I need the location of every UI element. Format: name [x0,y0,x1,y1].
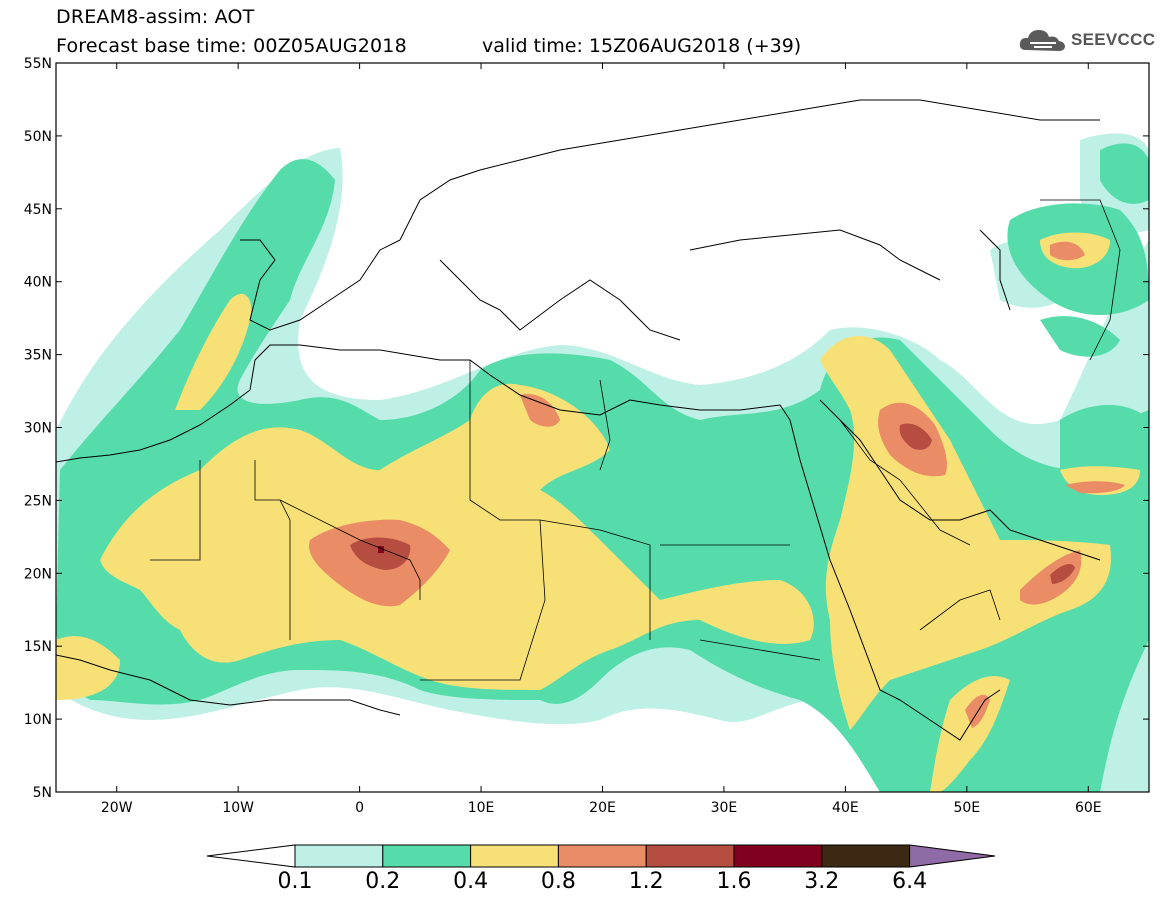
colorbar-swatch [821,844,911,868]
colorbar-swatch [470,844,559,868]
colorbar-swatch [645,844,735,868]
lon-label: 60E [1075,800,1102,816]
colorbar-label: 0.8 [540,869,576,894]
colorbar-swatch [382,844,472,868]
lat-label: 40N [24,275,52,291]
colorbar-swatch [733,844,823,868]
map-title: DREAM8-assim: AOT [56,6,255,28]
lat-label: 15N [24,639,52,655]
valid-time: valid time: 15Z06AUG2018 (+39) [482,35,802,57]
lon-label: 10W [222,800,254,816]
colorbar-label: 0.1 [277,869,313,894]
colorbar [206,844,996,868]
aot-fields [56,133,1149,792]
colorbar-swatch [557,844,647,868]
lat-label: 10N [24,712,52,728]
lat-axis: 55N 50N 45N 40N 35N 30N 25N 20N 15N 10N 5N [24,56,1149,801]
seevccc-logo: SEEVCCC [1018,26,1155,54]
colorbar-arrow-low [206,844,296,868]
colorbar-label: 3.2 [804,869,840,894]
colorbar-arrow-high [909,844,996,868]
cloud-icon [1019,30,1065,51]
lon-label: 10E [468,800,495,816]
lat-label: 30N [24,421,52,437]
lon-label: 20W [101,800,133,816]
lon-label: 40E [832,800,859,816]
colorbar-label: 0.2 [365,869,401,894]
lat-label: 50N [24,129,52,145]
lat-label: 20N [24,566,52,582]
lat-label: 35N [24,348,52,364]
lat-label: 45N [24,202,52,218]
borders [150,199,1121,681]
forecast-base-time: Forecast base time: 00Z05AUG2018 [56,35,407,57]
logo-text: SEEVCCC [1071,30,1156,49]
colorbar-label: 1.6 [716,869,752,894]
lon-label: 0 [355,800,364,816]
lat-label: 55N [24,56,52,72]
colorbar-label: 0.4 [453,869,489,894]
colorbar-swatch [294,844,384,868]
colorbar-label: 1.2 [628,869,664,894]
lon-axis: 20W 10W 0 10E 20E 30E 40E 50E 60E [101,63,1102,816]
aot-level-1.2 [350,423,1075,584]
coastlines [56,99,1101,741]
colorbar-label: 6.4 [892,869,928,894]
aot-level-1.6 [378,546,384,553]
lon-label: 20E [589,800,616,816]
lon-label: 50E [953,800,980,816]
lon-label: 30E [711,800,738,816]
lat-label: 25N [24,493,52,509]
lat-label: 5N [33,785,52,801]
